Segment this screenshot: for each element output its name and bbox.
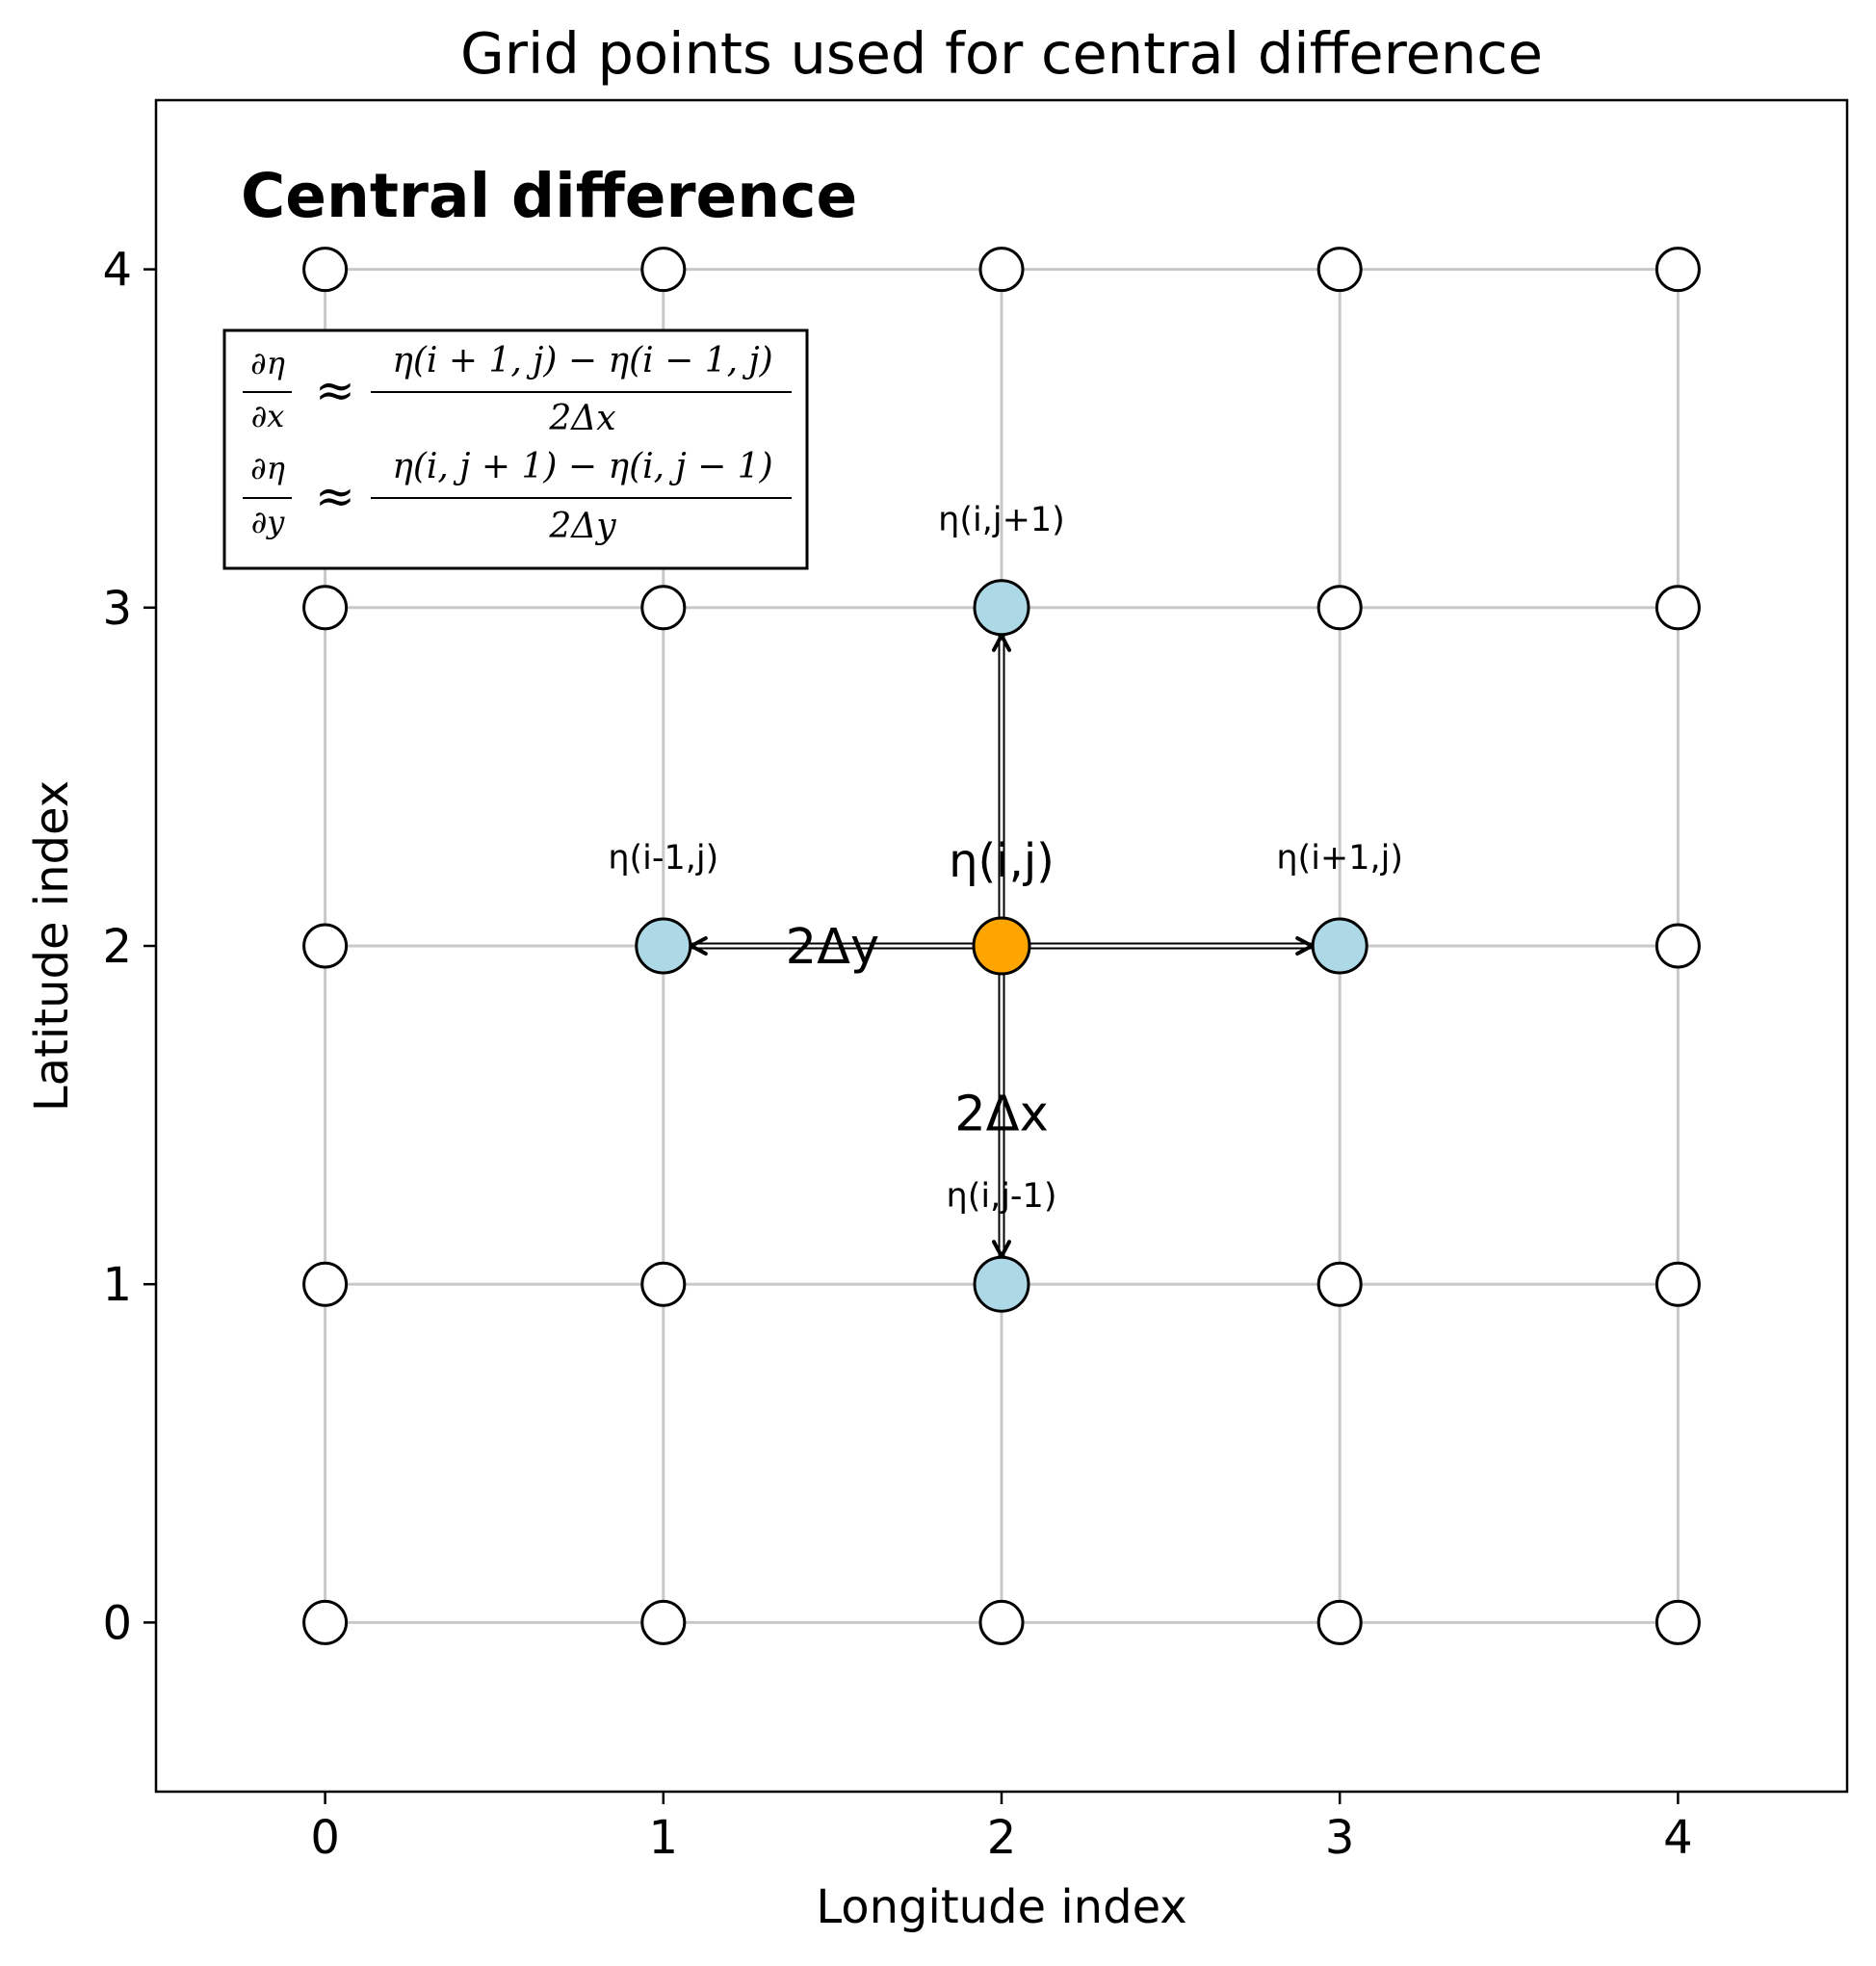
grid-points	[302, 247, 1701, 1645]
grid-point	[640, 1261, 687, 1307]
x-tick-label: 4	[1663, 1811, 1693, 1865]
neighbor-point-label: η(i,j-1)	[947, 1177, 1057, 1216]
y-tick-label: 2	[102, 920, 132, 974]
y-tick-label: 3	[102, 582, 132, 636]
grid-point	[302, 1599, 349, 1645]
difference-arrows	[691, 636, 1312, 1256]
dx-rhs-numerator: η(i + 1, j) − η(i − 1, j)	[392, 341, 772, 380]
neighbor-point	[635, 917, 692, 975]
grid-point	[978, 1599, 1025, 1645]
grid-point	[640, 585, 687, 631]
point-labels: η(i-1,j) η(i+1,j) η(i,j+1) η(i,j-1) η(i,j) 2Δ…	[608, 501, 1403, 1216]
grid-point	[1316, 247, 1363, 293]
grid-point	[1655, 1599, 1701, 1645]
y-axis-label: Latitude index	[25, 780, 79, 1112]
dy-approx-symbol: ≈	[315, 468, 355, 524]
x-tick-label: 0	[310, 1811, 340, 1865]
neighbor-point	[1311, 917, 1368, 975]
grid-point	[302, 1261, 349, 1307]
x-tick-label: 3	[1325, 1811, 1355, 1865]
grid-point	[1316, 1599, 1363, 1645]
dx-rhs-denominator: 2Δx	[548, 399, 615, 438]
neighbor-point	[973, 1255, 1030, 1313]
chart-title: Grid points used for central difference	[460, 20, 1543, 87]
grid-point	[640, 1599, 687, 1645]
dx-approx-symbol: ≈	[315, 362, 355, 418]
neighbor-point-label: η(i-1,j)	[608, 839, 718, 878]
neighbor-point	[973, 579, 1030, 637]
y-tick-label: 1	[102, 1258, 132, 1312]
grid-point	[1316, 1261, 1363, 1307]
vertical-distance-label: 2Δx	[954, 1087, 1049, 1143]
dy-rhs-numerator: η(i, j + 1) − η(i, j − 1)	[392, 447, 772, 486]
diagram-heading: Central difference	[241, 161, 857, 231]
grid-point	[302, 923, 349, 969]
horizontal-distance-label: 2Δy	[786, 919, 880, 976]
grid-point	[978, 247, 1025, 293]
formula-frame	[222, 328, 809, 570]
dy-partial-numerator: ∂η	[250, 450, 285, 486]
neighbor-point-label: η(i+1,j)	[1276, 839, 1403, 878]
dx-partial-numerator: ∂η	[250, 345, 285, 381]
grid-point	[302, 247, 349, 293]
grid-point	[1655, 247, 1701, 293]
grid-point	[1655, 1261, 1701, 1307]
formula-box: ∂η ∂x ≈ η(i + 1, j) − η(i − 1, j) 2Δx ∂η…	[222, 328, 809, 570]
grid-point	[1316, 585, 1363, 631]
y-axis-ticks: 0 1 2 3 4	[102, 244, 156, 1650]
x-axis-label: Longitude index	[816, 1880, 1186, 1934]
grid-point	[1655, 923, 1701, 969]
dy-rhs-denominator: 2Δy	[548, 507, 616, 546]
dx-partial-denominator: ∂x	[251, 398, 285, 434]
center-point	[972, 916, 1031, 976]
x-axis-ticks: 0 1 2 3 4	[310, 1792, 1693, 1865]
grid-point	[302, 585, 349, 631]
neighbor-point-label: η(i,j+1)	[938, 501, 1065, 539]
dy-partial-denominator: ∂y	[251, 504, 286, 540]
grid-point	[640, 247, 687, 293]
x-tick-label: 2	[987, 1811, 1017, 1865]
y-tick-label: 4	[102, 244, 132, 298]
center-point-label: η(i,j)	[949, 834, 1055, 888]
x-tick-label: 1	[649, 1811, 679, 1865]
y-tick-label: 0	[102, 1596, 132, 1650]
grid-point	[1655, 585, 1701, 631]
